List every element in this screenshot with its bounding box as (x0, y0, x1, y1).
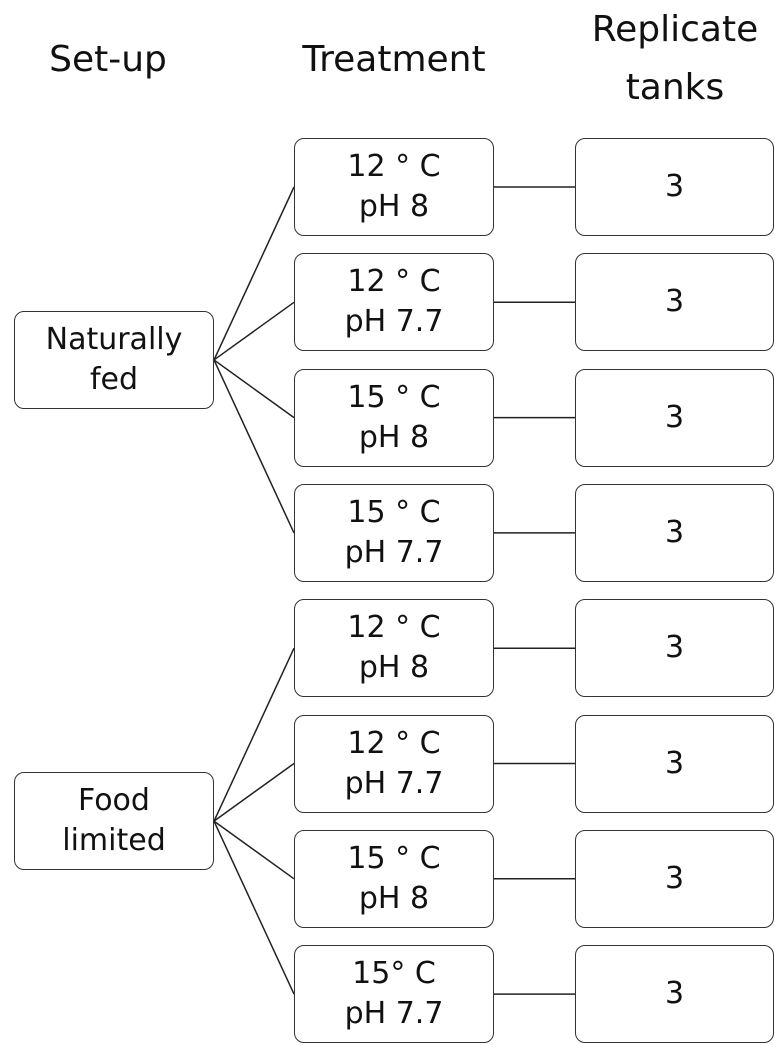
treatment-box: 15 ° C pH 7.7 (294, 483, 494, 582)
ph: pH 8 (358, 189, 430, 224)
setup-label: Food limited (62, 783, 166, 859)
temperature: 12 ° C (347, 725, 441, 761)
ph: pH 8 (358, 880, 430, 916)
setup-box: Naturally fed (14, 310, 214, 409)
replicate-count: 3 (664, 399, 685, 435)
replicate-count: 3 (664, 745, 685, 781)
temperature: 12 ° C (347, 610, 441, 646)
replicate-box: 3 (575, 599, 774, 698)
treatment-header: Treatment (302, 39, 486, 80)
ph: pH 7.7 (344, 534, 444, 570)
replicate-box: 3 (575, 945, 774, 1044)
connector (213, 359, 295, 419)
replicate-count: 3 (664, 976, 685, 1012)
setup-header: Set-up (49, 39, 167, 80)
connector (213, 820, 295, 995)
ph: pH 7.7 (344, 996, 444, 1032)
connector (213, 820, 295, 880)
replicate-box: 3 (575, 829, 774, 928)
ph: pH 7.7 (344, 304, 444, 340)
temperature: 12 ° C (347, 149, 441, 184)
replicates-header: Replicate tanks (591, 9, 759, 108)
treatment-box: 15 ° C pH 8 (294, 829, 494, 928)
replicate-box: 3 (575, 368, 774, 467)
ph: pH 8 (358, 419, 430, 455)
connector (213, 301, 295, 361)
treatment-box: 15° C pH 7.7 (294, 945, 494, 1044)
ph: pH 8 (358, 650, 430, 686)
connector (213, 186, 295, 361)
temperature: 12 ° C (347, 264, 441, 300)
temperature: 15 ° C (347, 379, 441, 415)
replicate-box: 3 (575, 483, 774, 582)
treatment-box: 12 ° C pH 7.7 (294, 714, 494, 813)
ph: pH 7.7 (344, 765, 444, 801)
temperature: 15 ° C (347, 494, 441, 530)
replicate-box: 3 (575, 253, 774, 352)
setup-label: Naturally fed (45, 321, 183, 397)
replicate-count: 3 (664, 630, 685, 666)
replicate-box: 3 (575, 714, 774, 813)
replicate-count: 3 (664, 514, 685, 550)
treatment-box: 12 ° C pH 7.7 (294, 253, 494, 352)
treatment-box: 15 ° C pH 8 (294, 368, 494, 467)
treatment-box: 12 ° C pH 8 (294, 599, 494, 698)
treatment-box: 12 ° C pH 8 (294, 138, 494, 236)
temperature: 15° C (352, 956, 436, 992)
setup-box: Food limited (14, 772, 214, 871)
replicate-count: 3 (664, 284, 685, 320)
replicate-count: 3 (664, 860, 685, 896)
connector (213, 359, 295, 534)
connector (213, 762, 295, 822)
connector (213, 647, 295, 822)
replicate-count: 3 (664, 169, 685, 204)
temperature: 15 ° C (347, 840, 441, 876)
replicate-box: 3 (575, 138, 774, 236)
